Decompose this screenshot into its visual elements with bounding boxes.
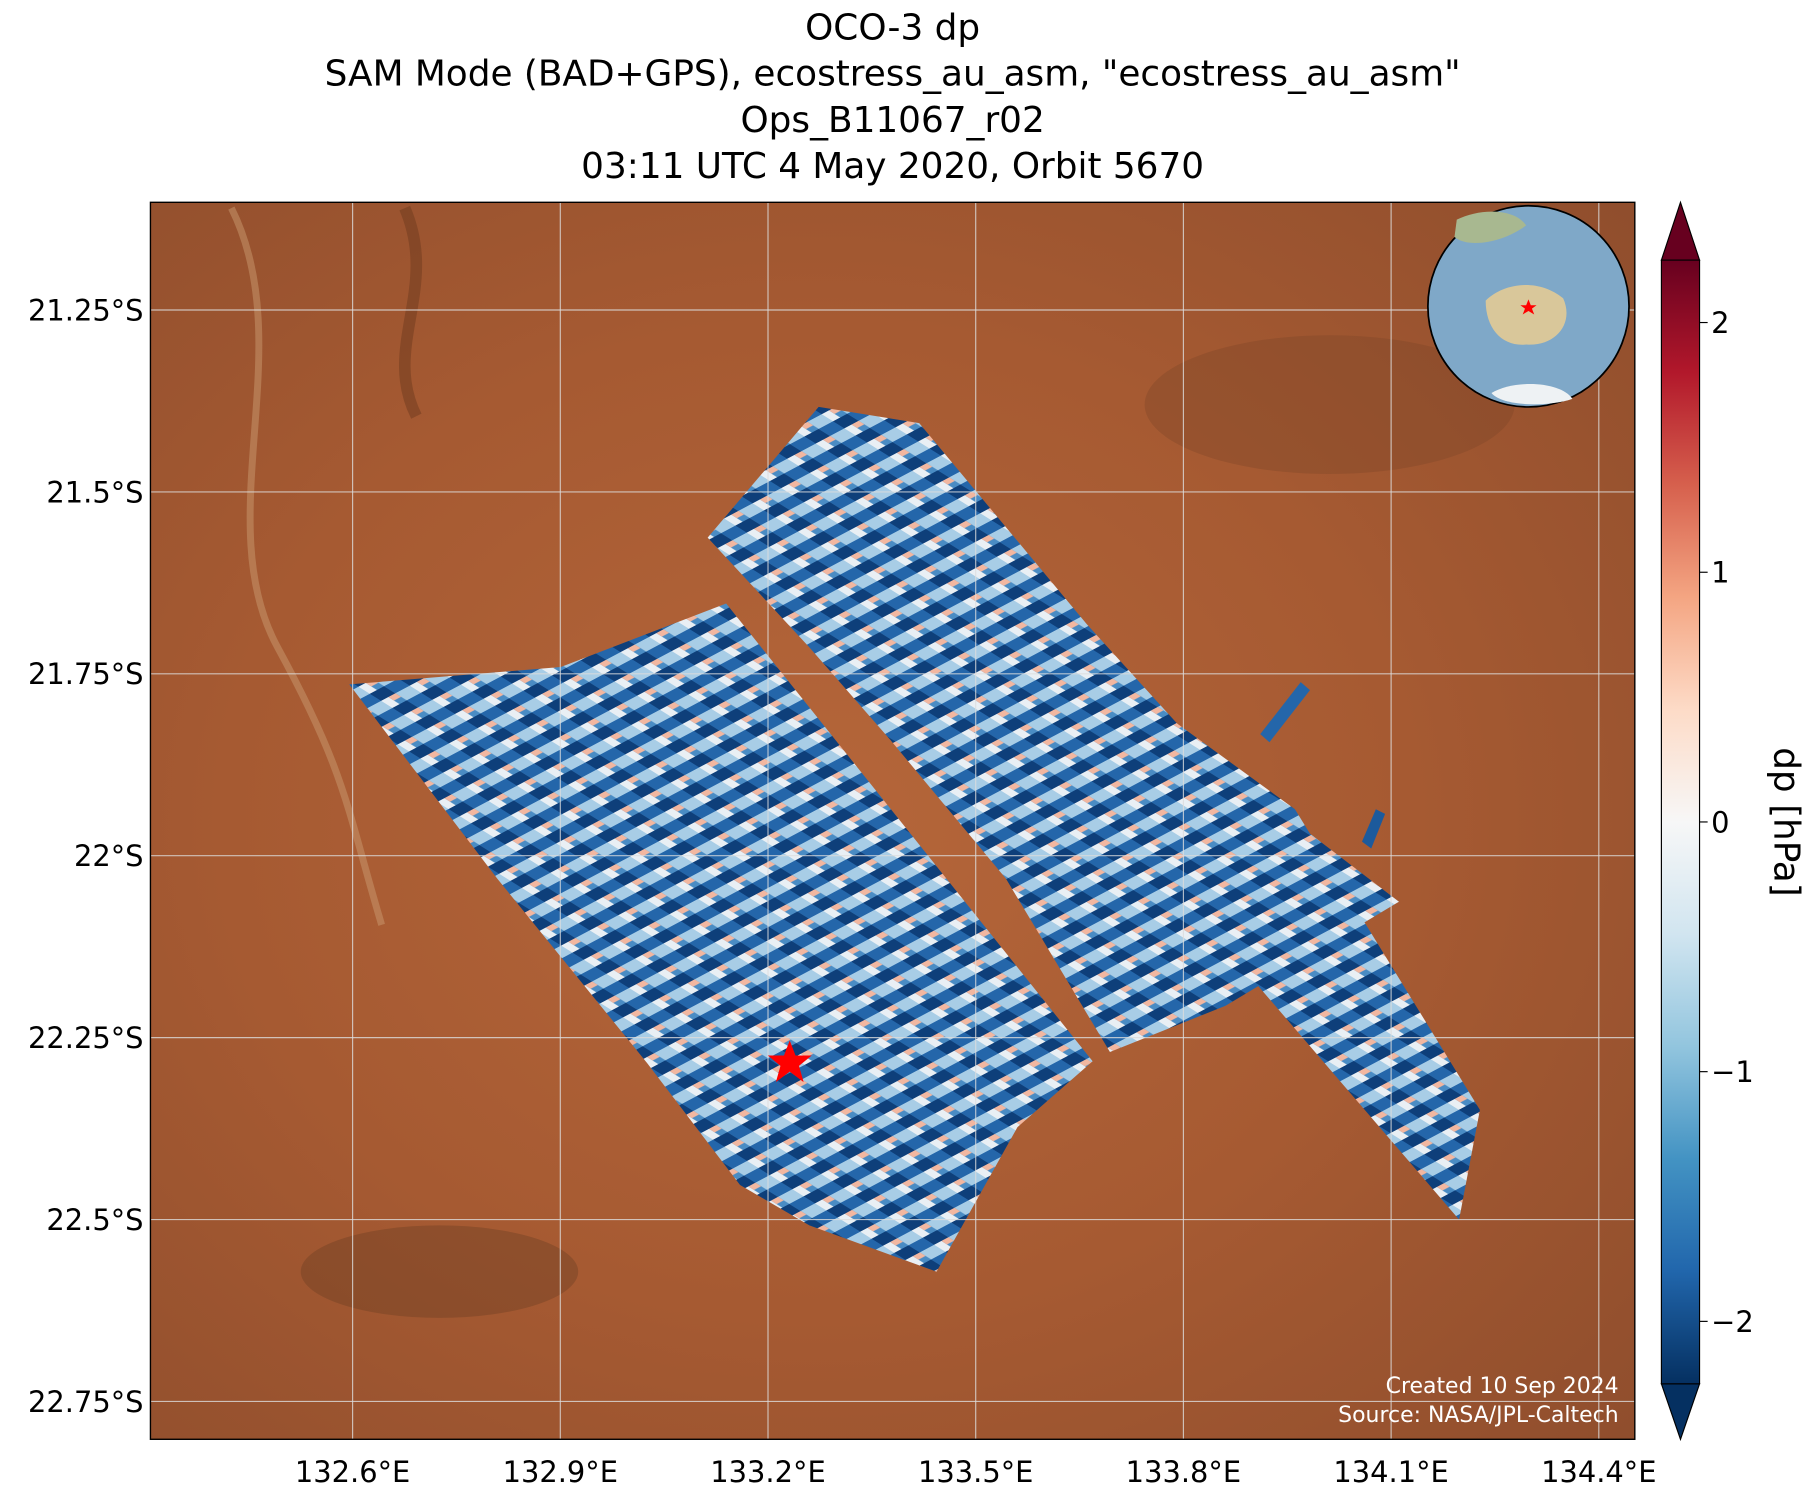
x-tick-label: 134.1°E [1333,1455,1448,1489]
x-tick-label: 133.5°E [918,1455,1033,1489]
colorbar-label: dp [hPa] [1766,747,1807,897]
colorbar-body [1660,259,1701,1385]
target-star [767,1040,812,1083]
y-tick-label: 21.25°S [28,293,143,327]
map-area: Created 10 Sep 2024 Source: NASA/JPL-Calt… [150,202,1635,1440]
sounding-swath [1361,809,1386,849]
y-tick-label: 21.75°S [28,657,143,691]
sounding-swath [1075,635,1480,1220]
sounding-swath [1260,682,1310,743]
terrain-feature [398,205,423,419]
y-tick-label: 22.5°S [46,1203,143,1237]
title-line: OCO-3 dp [805,7,980,48]
credit-text: Source: NASA/JPL-Caltech [1338,1403,1618,1428]
x-tick-label: 133.2°E [710,1455,825,1489]
colorbar-tick-label: −2 [1711,1305,1754,1339]
globe-inset [1427,204,1630,408]
globe-land [1454,211,1527,244]
x-tick-label: 132.9°E [503,1455,618,1489]
colorbar-extension [1660,200,1701,261]
map-frame [149,201,1636,1440]
x-tick-label: 133.8°E [1126,1455,1241,1489]
target-star [1520,299,1537,315]
title-line: 03:11 UTC 4 May 2020, Orbit 5670 [581,146,1204,187]
credit-text: Created 10 Sep 2024 [1386,1374,1619,1399]
x-tick-label: 134.4°E [1541,1455,1656,1489]
y-tick-label: 21.5°S [46,475,143,509]
globe-land [1491,384,1573,405]
y-tick-label: 22°S [74,839,144,873]
colorbar-tick-label: 0 [1711,805,1729,839]
colorbar-tick-label: 1 [1711,556,1729,590]
title-block: OCO-3 dp SAM Mode (BAD+GPS), ecostress_au… [325,7,1461,187]
colorbar-tick-label: −1 [1711,1055,1754,1089]
y-tick-label: 22.25°S [28,1021,143,1055]
sounding-swath [349,603,1093,1272]
title-line: SAM Mode (BAD+GPS), ecostress_au_asm, "e… [325,54,1461,95]
x-tick-label: 132.6°E [295,1455,410,1489]
y-tick-label: 22.75°S [28,1385,143,1419]
colorbar: −2 −1 0 1 2 dp [hPa] [1660,200,1807,1442]
colorbar-tick-label: 2 [1711,306,1729,340]
title-line: Ops_B11067_r02 [740,100,1044,141]
terrain-feature [300,1225,579,1318]
terrain-feature [1144,335,1515,474]
globe-land [1485,284,1567,345]
colorbar-extension [1660,1383,1701,1442]
